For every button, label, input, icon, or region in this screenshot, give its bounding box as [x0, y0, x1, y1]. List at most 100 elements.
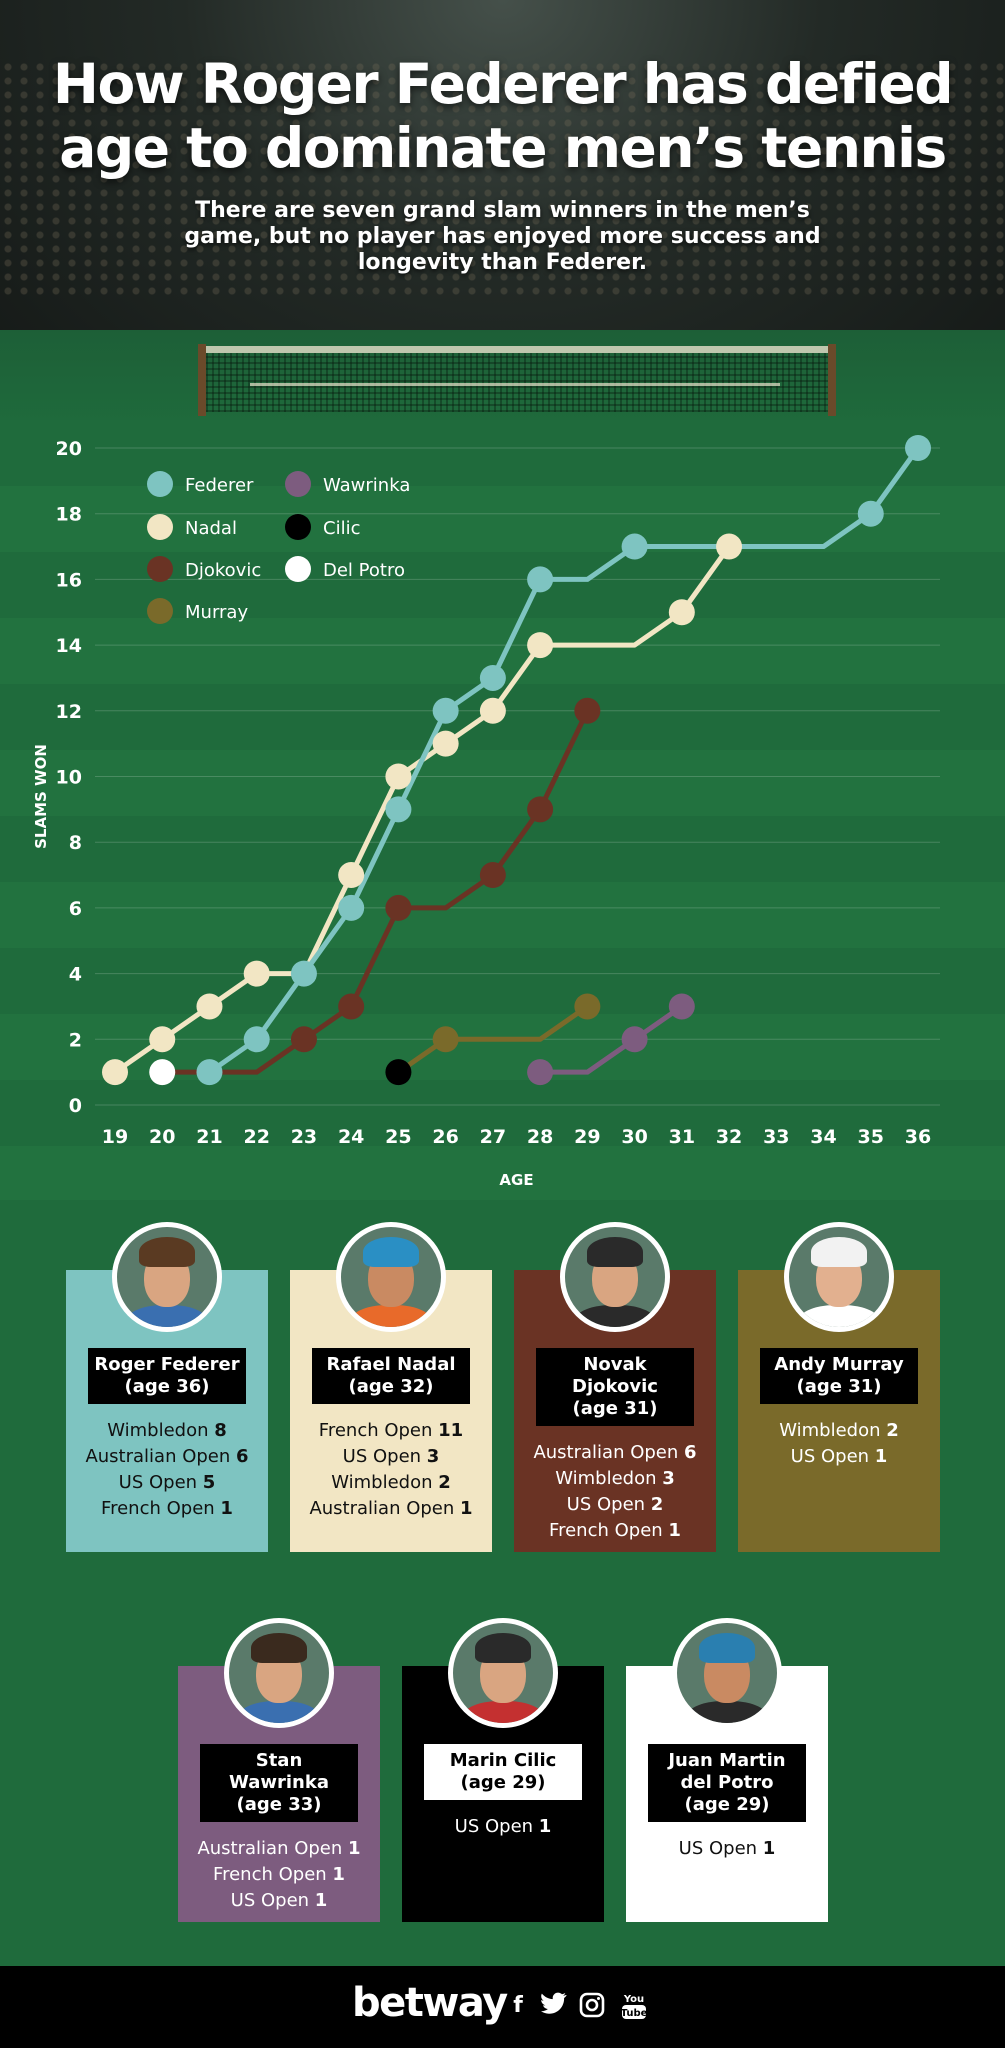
data-point-nadal	[479, 697, 506, 724]
data-point-nadal	[716, 533, 743, 560]
legend-swatch	[147, 598, 173, 624]
x-tick-label: 20	[149, 1126, 175, 1148]
series-line-wawrinka	[540, 1004, 684, 1075]
x-tick-label: 26	[432, 1126, 458, 1148]
net-post-right	[828, 344, 836, 416]
svg-text:Tube: Tube	[621, 2008, 647, 2019]
data-point-federer	[905, 435, 931, 461]
data-point-nadal	[102, 1059, 128, 1086]
data-point-federer	[621, 533, 648, 560]
x-tick-label: 35	[858, 1126, 884, 1148]
x-tick-label: 30	[621, 1126, 647, 1148]
data-point-djokovic	[574, 697, 601, 724]
player-avatar	[672, 1618, 782, 1728]
data-point-cilic	[385, 1059, 412, 1086]
stadium-header	[0, 0, 1005, 420]
betway-logo[interactable]: betway	[352, 1980, 508, 2026]
data-point-del-potro	[149, 1059, 176, 1086]
player-avatar	[112, 1222, 222, 1332]
youtube-icon[interactable]: You Tube	[620, 1992, 648, 2020]
data-point-federer	[196, 1059, 223, 1086]
legend-label: Wawrinka	[323, 475, 410, 496]
player-age: (age 29)	[684, 1794, 770, 1815]
legend-swatch	[285, 471, 311, 497]
facebook-icon[interactable]: f	[513, 1993, 523, 2018]
player-avatar	[448, 1618, 558, 1728]
legend-label: Nadal	[185, 518, 237, 539]
slam-stat: French Open 1	[549, 1520, 681, 1541]
slam-stat: US Open 1	[678, 1838, 776, 1859]
instagram-icon[interactable]	[578, 1992, 606, 2020]
footer: betway f You Tube	[0, 1966, 1005, 2048]
series-line-djokovic	[162, 709, 590, 1075]
data-point-nadal	[338, 862, 365, 889]
slam-stat: Wimbledon 2	[331, 1472, 451, 1493]
court-line	[250, 383, 780, 386]
player-age: (age 32)	[348, 1376, 434, 1397]
data-point-djokovic	[290, 1026, 317, 1053]
player-avatar	[224, 1618, 334, 1728]
player-name-text: Juan Martin del Potro	[668, 1750, 786, 1793]
x-tick-label: 29	[574, 1126, 600, 1148]
page-title: How Roger Federer has defied age to domi…	[52, 52, 954, 180]
data-point-djokovic	[338, 993, 365, 1020]
data-point-federer	[857, 500, 884, 527]
player-name-text: Stan Wawrinka	[229, 1750, 329, 1793]
data-point-djokovic	[479, 862, 506, 889]
x-tick-label: 36	[905, 1126, 931, 1148]
data-point-federer	[243, 1026, 270, 1053]
twitter-icon[interactable]	[540, 1992, 568, 2020]
player-card: Novak Djokovic (age 31) Australian Open 6 W…	[514, 1222, 716, 1552]
x-tick-label: 28	[527, 1126, 553, 1148]
data-point-federer	[338, 894, 365, 921]
legend-swatch	[285, 556, 311, 582]
player-age: (age 33)	[236, 1794, 322, 1815]
slam-stat: Australian Open 1	[309, 1498, 473, 1519]
player-avatar	[336, 1222, 446, 1332]
y-tick-label: 16	[56, 569, 82, 591]
player-avatar	[784, 1222, 894, 1332]
data-point-murray	[432, 1026, 459, 1053]
y-tick-label: 6	[69, 898, 82, 920]
x-tick-label: 33	[763, 1126, 789, 1148]
player-age: (age 29)	[460, 1772, 546, 1793]
data-point-djokovic	[385, 894, 412, 921]
player-card: Rafael Nadal (age 32) French Open 11 US Ope…	[290, 1222, 492, 1552]
y-tick-label: 8	[69, 832, 82, 854]
page-subtitle: There are seven grand slam winners in th…	[184, 198, 821, 275]
x-tick-label: 22	[243, 1126, 269, 1148]
data-point-nadal	[243, 960, 270, 987]
slam-stat: Australian Open 6	[85, 1446, 249, 1467]
data-point-federer	[385, 796, 412, 823]
data-point-nadal	[196, 993, 223, 1020]
legend-label: Murray	[185, 602, 248, 623]
legend-label: Djokovic	[185, 560, 261, 581]
legend-label: Del Potro	[323, 560, 405, 581]
series-line-murray	[396, 1004, 589, 1075]
net-post-left	[198, 344, 206, 416]
slam-stat: US Open 5	[118, 1472, 216, 1493]
player-name: Stan Wawrinka (age 33)	[200, 1744, 358, 1822]
slam-stat: US Open 1	[230, 1890, 328, 1911]
slam-stat: Wimbledon 2	[779, 1420, 899, 1441]
y-tick-label: 10	[56, 767, 82, 789]
stadium-seats	[0, 60, 1005, 300]
player-name: Juan Martin del Potro (age 29)	[648, 1744, 806, 1822]
player-name: Novak Djokovic (age 31)	[536, 1348, 694, 1426]
y-tick-label: 2	[69, 1029, 82, 1051]
y-tick-label: 0	[69, 1095, 82, 1117]
player-avatar	[560, 1222, 670, 1332]
slam-stat: Australian Open 6	[533, 1442, 697, 1463]
slam-stat: French Open 1	[213, 1864, 345, 1885]
data-point-federer	[432, 697, 459, 724]
player-card: Roger Federer (age 36) Wimbledon 8 Australi…	[66, 1222, 268, 1552]
player-name: Andy Murray (age 31)	[760, 1348, 918, 1404]
tennis-net	[200, 346, 832, 412]
data-point-nadal	[149, 1026, 176, 1053]
court-grass	[0, 330, 1005, 420]
player-name-text: Marin Cilic	[449, 1750, 557, 1771]
player-name-text: Roger Federer	[94, 1354, 240, 1375]
player-name: Roger Federer (age 36)	[88, 1348, 246, 1404]
y-tick-label: 20	[56, 438, 82, 460]
